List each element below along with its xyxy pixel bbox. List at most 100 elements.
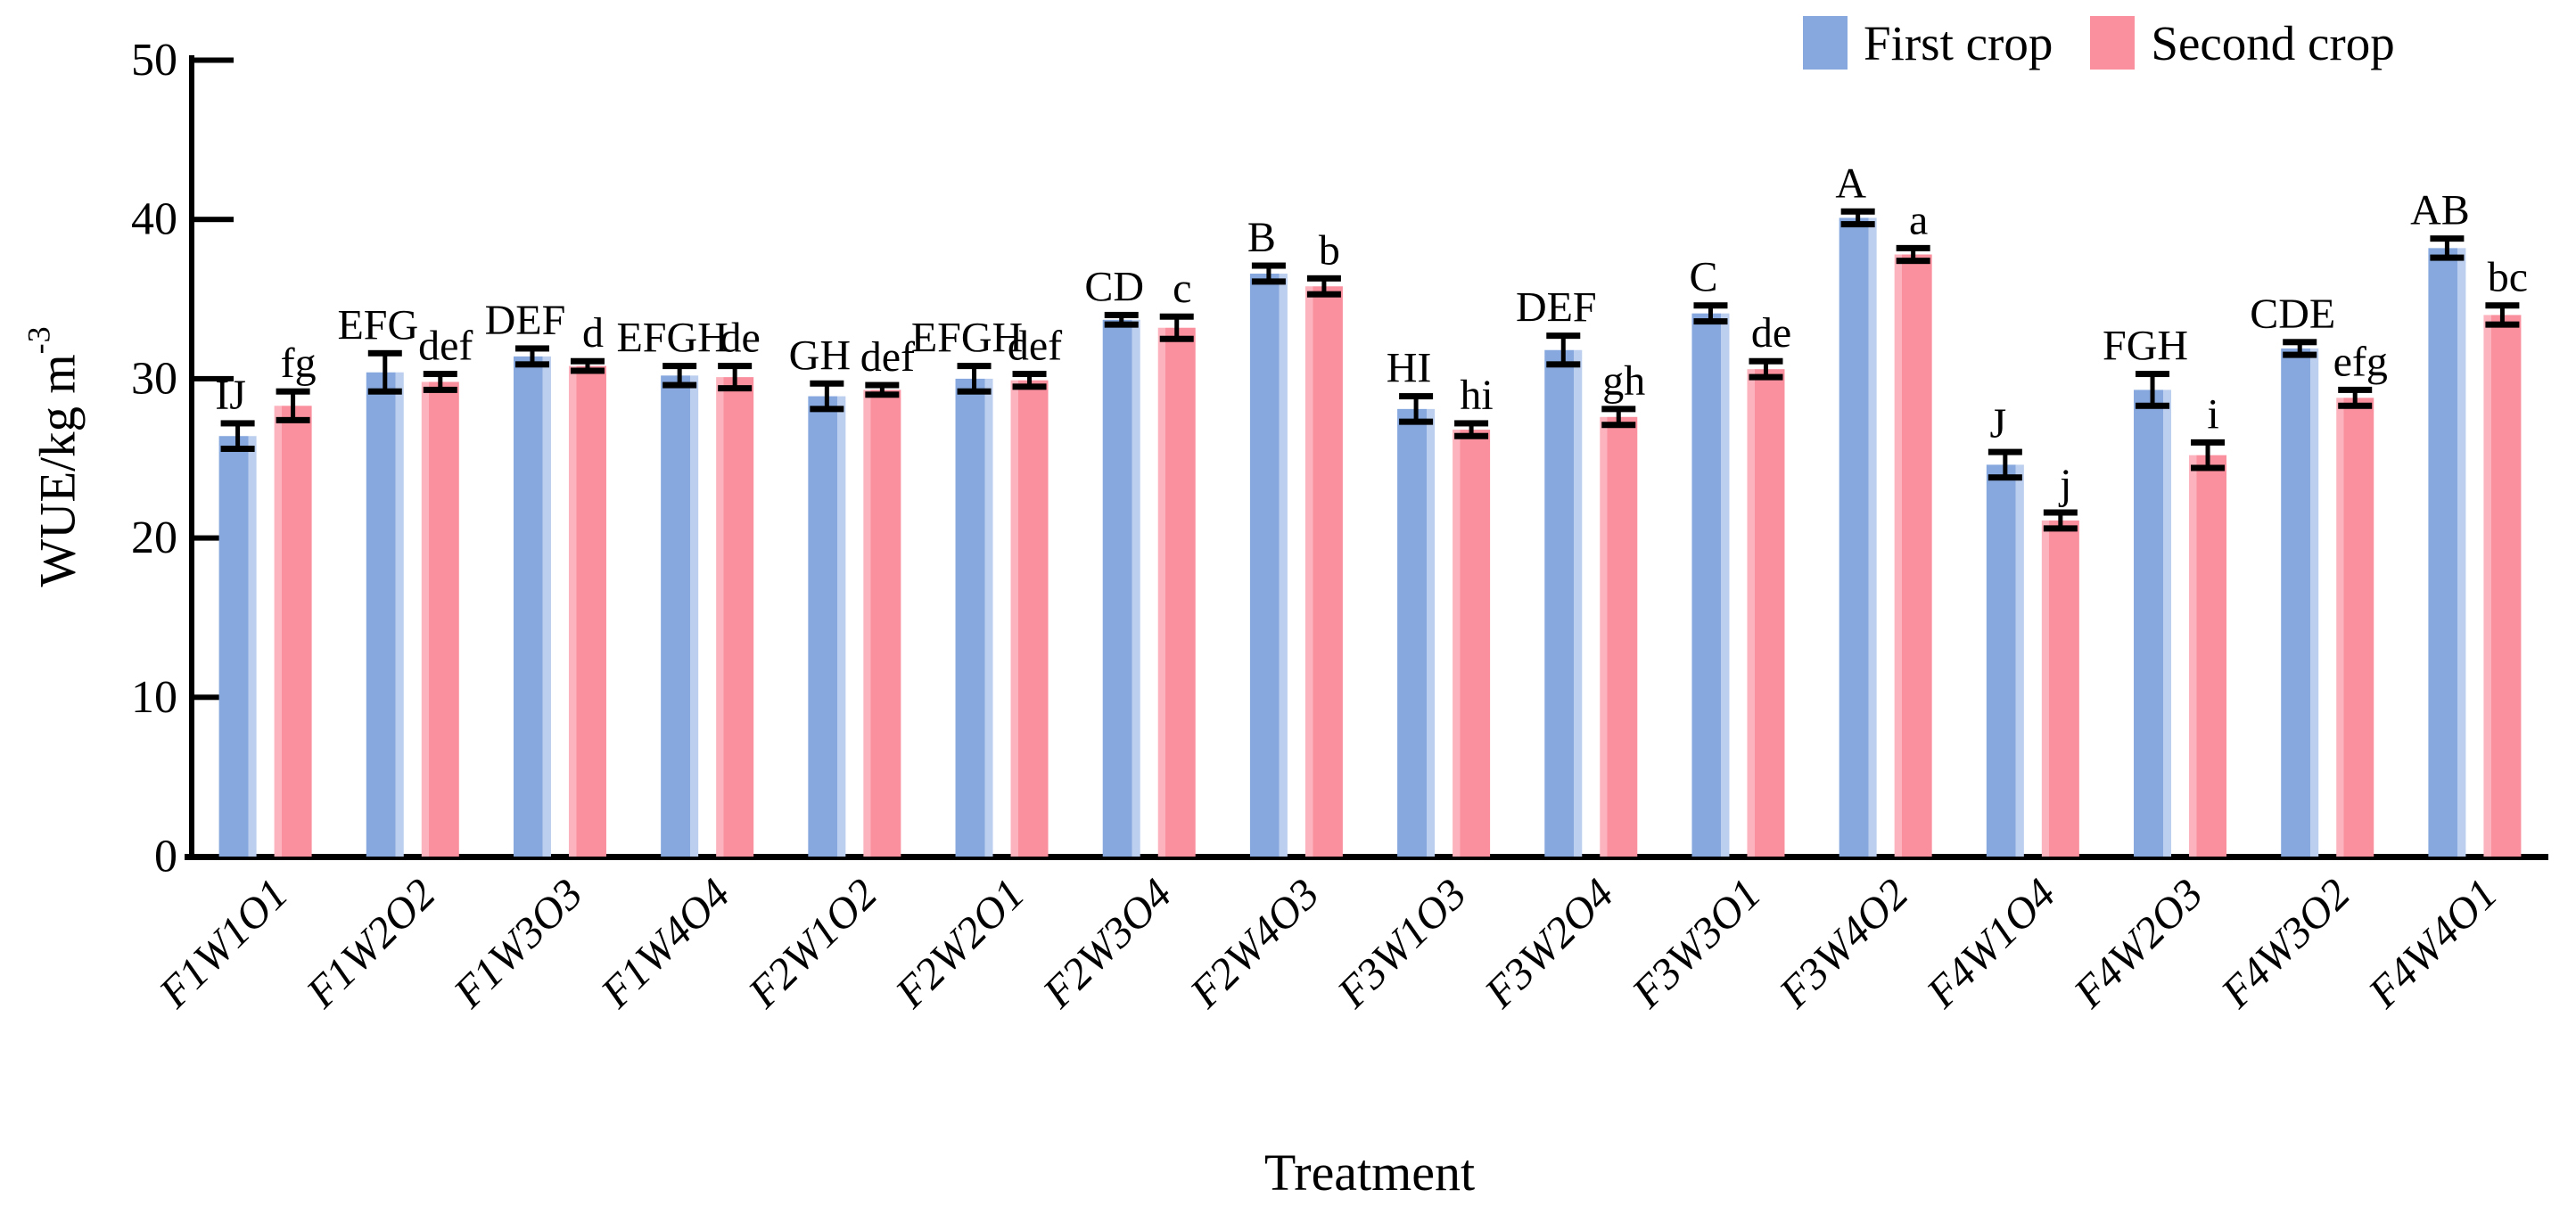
sig-label-second-crop: def [418,323,473,370]
sig-label-first-crop: HI [1387,345,1432,392]
error-bar-stem [677,365,682,386]
error-bar-cap-bottom [367,388,402,395]
y-axis-title-text: WUE/kg m [29,354,86,587]
error-bar-stem [2150,373,2155,406]
error-bar-cap-bottom [2191,464,2226,472]
error-bar-cap-bottom [2430,254,2465,261]
bar-first-crop [513,356,551,857]
x-axis-title: Treatment [1263,1144,1476,1201]
bar-first-crop [955,378,993,857]
error-bar-cap-bottom [1012,383,1047,390]
error-bar-cap-top [570,357,605,365]
error-bar-stem [972,365,977,392]
sig-label-second-crop: c [1173,265,1191,312]
error-bar-cap-bottom [1399,418,1434,425]
error-bar-cap-top [2136,371,2170,378]
error-bar-cap-bottom [220,446,255,453]
legend-swatch-second-crop [2090,16,2136,70]
error-bar-cap-bottom [718,385,753,392]
bar-second-crop [716,377,754,857]
sig-label-second-crop: d [582,309,604,357]
bar-first-crop [2134,390,2172,857]
x-category-label: F2W3O4 [1033,869,1181,1018]
x-category-label: F1W2O2 [296,869,445,1018]
sig-label-first-crop: DEF [1516,284,1597,332]
bar-first-crop [1839,217,1877,857]
bar-first-crop [1102,319,1140,857]
sig-label-first-crop: CD [1084,263,1144,310]
error-bar-stem [235,422,241,449]
y-tick [194,694,234,701]
error-bar-cap-top [1896,244,1930,251]
error-bar-cap-bottom [514,361,549,368]
error-bar-cap-top [1749,357,1783,365]
x-category-label: F3W4O2 [1769,869,1918,1018]
x-category-label: F2W2O1 [885,869,1034,1018]
error-bar-cap-top [1693,302,1728,309]
x-category-label: F3W3O1 [1622,869,1771,1018]
bar-first-crop [2281,348,2319,857]
error-bar-cap-top [514,345,549,352]
sig-label-first-crop: EFGH [616,315,728,362]
bar-first-crop [1249,273,1288,857]
error-bar-stem [1763,361,1768,378]
error-bar-stem [291,391,296,421]
error-bar-cap-bottom [1693,318,1728,325]
error-bar-cap-bottom [1988,474,2022,481]
x-category-label: F2W1O2 [737,869,886,1018]
x-category-label: F4W3O2 [2210,869,2359,1018]
sig-label-second-crop: j [2058,461,2071,508]
error-bar-stem [732,365,737,389]
error-bar-stem [1708,305,1713,322]
legend-label-first-crop: First crop [1864,15,2053,70]
error-bar-cap-bottom [2043,525,2078,532]
x-category-label: F1W4O4 [590,869,739,1018]
sig-label-first-crop: GH [789,332,851,379]
error-bar-stem [2444,238,2449,258]
error-bar-cap-top [1399,393,1434,400]
error-bar-cap-top [1546,332,1581,340]
error-bar-cap-top [1454,420,1489,427]
error-bar-cap-bottom [1601,422,1636,429]
error-bar-cap-top [810,380,844,387]
bar-second-crop [2041,520,2079,857]
bar-second-crop [2483,315,2522,857]
error-bar-cap-top [718,363,753,370]
bar-first-crop [1691,313,1730,857]
error-bar-cap-bottom [1896,258,1930,265]
sig-label-second-crop: gh [1602,357,1645,405]
y-tick [194,375,234,381]
error-bar-stem [438,373,443,390]
bar-second-crop [274,406,312,857]
bar-second-crop [863,390,901,857]
error-bar-cap-top [1988,448,2022,455]
bar-second-crop [2336,398,2374,857]
error-bar-stem [2003,452,2008,478]
bar-second-crop [1010,380,1049,857]
error-bar-cap-top [220,420,255,427]
bar-second-crop [1304,286,1343,857]
error-bar-cap-top [1104,311,1139,318]
sig-label-second-crop: i [2207,390,2218,438]
error-bar-cap-top [957,363,992,370]
error-bar-cap-top [1012,371,1047,378]
error-bar-cap-bottom [1749,373,1783,381]
error-bar-cap-bottom [2283,351,2317,358]
error-bar-cap-bottom [1840,221,1875,228]
error-bar-cap-bottom [865,391,900,398]
error-bar-cap-top [2043,509,2078,516]
error-bar-cap-top [1159,313,1194,320]
error-bar-cap-bottom [810,406,844,413]
y-tick-label: 40 [131,194,177,245]
bar-second-crop [1453,430,1491,857]
bar-second-crop [1157,327,1196,857]
bar-first-crop [808,396,846,857]
sig-label-first-crop: IJ [215,372,246,419]
error-bar-stem [2297,341,2302,356]
y-tick [194,57,234,63]
sig-label-second-crop: bc [2488,254,2528,301]
sig-label-second-crop: def [860,333,915,381]
legend: First crop Second crop [1803,16,2395,70]
y-tick [194,535,234,541]
